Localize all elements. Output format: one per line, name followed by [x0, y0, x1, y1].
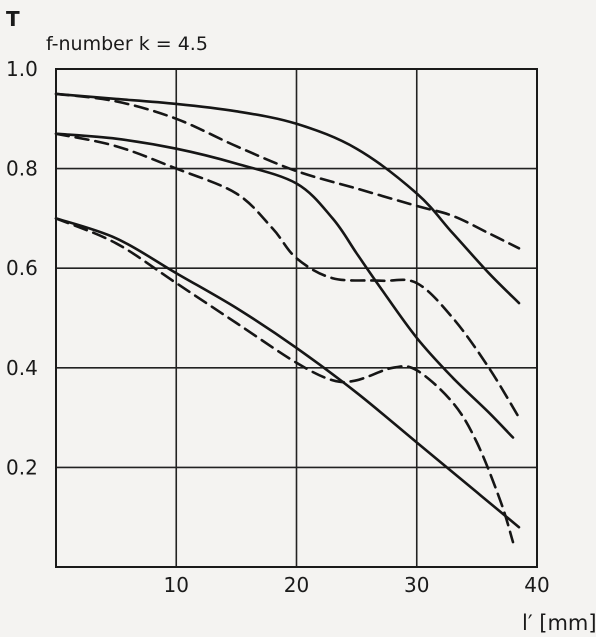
x-tick-label: 20 — [284, 573, 309, 597]
y-tick-label: 0.6 — [6, 256, 38, 280]
y-tick-label: 0.2 — [6, 455, 38, 479]
x-tick-label: 30 — [404, 573, 429, 597]
y-tick-label: 1.0 — [6, 57, 38, 81]
plot-frame — [55, 68, 538, 568]
solid-curve-3 — [54, 217, 521, 529]
dashed-curve-1 — [54, 92, 521, 250]
x-axis-label: l′ [mm] — [522, 611, 596, 635]
dashed-curve-2 — [54, 132, 521, 419]
x-tick-labels: 10 20 30 40 — [164, 573, 550, 597]
grid — [56, 69, 537, 567]
solid-curve-2 — [54, 132, 515, 439]
chart-title: f-number k = 4.5 — [46, 33, 208, 55]
y-tick-label: 0.4 — [6, 356, 38, 380]
y-axis-label: T — [6, 7, 20, 31]
x-tick-label: 40 — [524, 573, 549, 597]
solid-curve-1 — [54, 92, 521, 305]
x-tick-label: 10 — [164, 573, 189, 597]
series-layer — [54, 92, 521, 544]
y-tick-label: 0.8 — [6, 157, 38, 181]
y-tick-labels: 1.0 0.8 0.6 0.4 0.2 — [6, 57, 38, 479]
dashed-curve-3 — [54, 217, 515, 544]
